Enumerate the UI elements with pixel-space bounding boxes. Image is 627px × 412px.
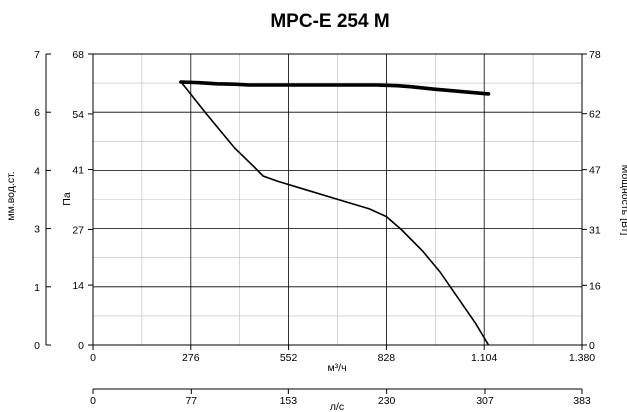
- power-tick-label: 47: [589, 165, 601, 177]
- flow-m3h-axis-label: м³/ч: [327, 362, 346, 374]
- flow-ls-tick-label: 77: [185, 395, 197, 407]
- x-tick-label: 0: [90, 352, 96, 364]
- power-curve: [179, 80, 491, 96]
- x-tick-label: 276: [182, 352, 200, 364]
- pascal-tick-label: 41: [72, 165, 84, 177]
- mm-water-tick-label: 0: [34, 340, 40, 352]
- power-tick-label: 0: [589, 340, 595, 352]
- mm-water-axis: 0 1 3 4 6 7: [34, 49, 51, 352]
- pascal-axis-label: Па: [61, 192, 73, 206]
- power-tick-label: 31: [589, 224, 601, 236]
- power-tick-label: 62: [589, 109, 601, 121]
- x-tick-label: 828: [378, 352, 396, 364]
- pressure-curve: [180, 81, 490, 346]
- chart-title: MPC-E 254 M: [270, 11, 389, 32]
- flow-ls-tick-label: 230: [378, 395, 396, 407]
- power-tick-label: 78: [589, 49, 601, 61]
- mm-water-tick-label: 4: [34, 165, 40, 177]
- mm-water-axis-label: мм.вод.ст.: [5, 171, 17, 220]
- flow-ls-axis: 0 77 153 230 307 383: [90, 388, 591, 407]
- x-tick-label: 552: [280, 352, 298, 364]
- mm-water-tick-label: 7: [34, 49, 40, 61]
- flow-ls-tick-label: 153: [280, 395, 298, 407]
- pascal-axis: 0 14 27 41 54 68: [72, 49, 93, 352]
- plot-frame: [92, 53, 583, 346]
- pascal-tick-label: 0: [78, 340, 84, 352]
- flow-ls-axis-label: л/с: [330, 401, 344, 412]
- curves: [179, 80, 491, 346]
- x-tick-label: 1.380: [569, 352, 595, 364]
- minor-gridlines: [93, 54, 582, 345]
- pascal-tick-label: 54: [72, 109, 84, 121]
- mm-water-tick-label: 6: [34, 107, 40, 119]
- pascal-tick-label: 68: [72, 49, 84, 61]
- pascal-tick-label: 27: [72, 224, 84, 236]
- pascal-tick-label: 14: [72, 280, 84, 292]
- power-tick-label: 16: [589, 280, 601, 292]
- flow-m3h-axis: 0 276 552 828 1.104 1.380: [90, 345, 595, 364]
- power-axis: 0 16 31 47 62 78: [582, 49, 601, 352]
- x-tick-label: 1.104: [471, 352, 497, 364]
- power-axis-label: Мощность [Вт]: [619, 165, 627, 236]
- mm-water-tick-label: 1: [34, 282, 40, 294]
- mm-water-tick-label: 3: [34, 224, 40, 236]
- major-gridlines: [93, 54, 582, 345]
- flow-ls-tick-label: 0: [90, 395, 96, 407]
- flow-ls-tick-label: 307: [476, 395, 494, 407]
- flow-ls-tick-label: 383: [573, 395, 591, 407]
